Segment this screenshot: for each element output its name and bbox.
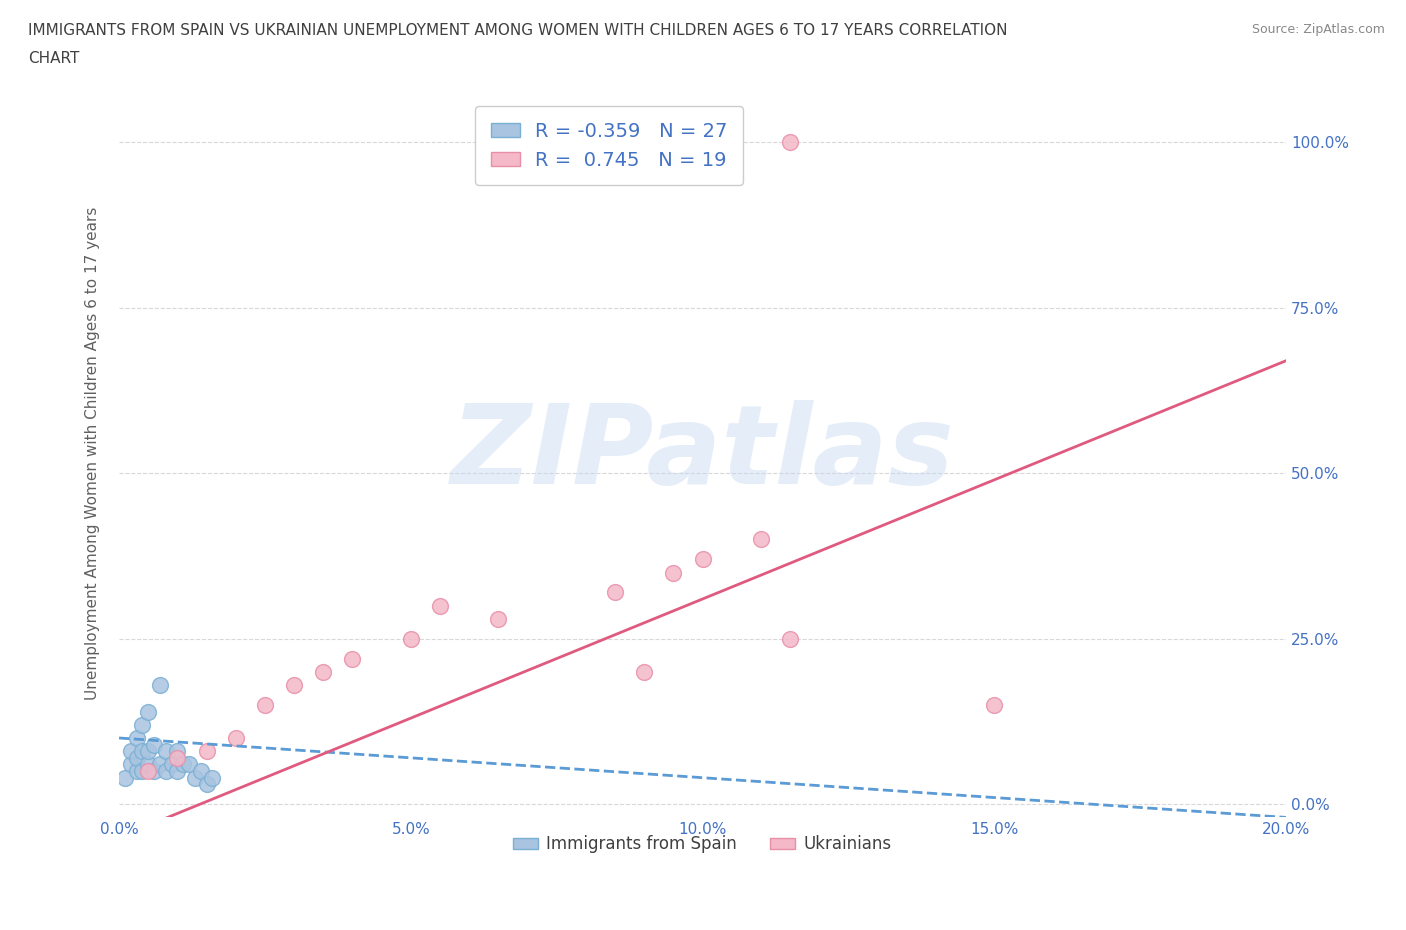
Legend: Immigrants from Spain, Ukrainians: Immigrants from Spain, Ukrainians — [506, 829, 898, 860]
Point — [399, 631, 422, 646]
Point — [155, 764, 177, 778]
Point — [662, 565, 685, 580]
Point — [486, 611, 509, 626]
Point — [149, 757, 172, 772]
Point — [225, 731, 247, 746]
Point — [136, 704, 159, 719]
Point — [136, 744, 159, 759]
Text: CHART: CHART — [28, 51, 80, 66]
Point — [429, 598, 451, 613]
Point — [184, 770, 207, 785]
Point — [342, 651, 364, 666]
Text: ZIPatlas: ZIPatlas — [451, 400, 955, 507]
Point — [155, 744, 177, 759]
Point — [149, 678, 172, 693]
Point — [195, 777, 218, 791]
Point — [692, 551, 714, 566]
Point — [983, 698, 1005, 712]
Point — [177, 757, 200, 772]
Point — [131, 764, 153, 778]
Point — [120, 757, 142, 772]
Text: IMMIGRANTS FROM SPAIN VS UKRAINIAN UNEMPLOYMENT AMONG WOMEN WITH CHILDREN AGES 6: IMMIGRANTS FROM SPAIN VS UKRAINIAN UNEMP… — [28, 23, 1008, 38]
Point — [283, 678, 305, 693]
Point — [779, 135, 801, 150]
Point — [120, 744, 142, 759]
Point — [136, 757, 159, 772]
Point — [779, 631, 801, 646]
Point — [749, 532, 772, 547]
Point — [160, 757, 183, 772]
Point — [131, 744, 153, 759]
Point — [195, 744, 218, 759]
Point — [253, 698, 276, 712]
Point — [143, 737, 166, 752]
Point — [125, 764, 148, 778]
Y-axis label: Unemployment Among Women with Children Ages 6 to 17 years: Unemployment Among Women with Children A… — [86, 206, 100, 700]
Point — [603, 585, 626, 600]
Point — [166, 744, 188, 759]
Point — [166, 764, 188, 778]
Point — [190, 764, 212, 778]
Point — [131, 717, 153, 732]
Point — [201, 770, 224, 785]
Point — [166, 751, 188, 765]
Point — [633, 664, 655, 679]
Point — [125, 731, 148, 746]
Point — [136, 764, 159, 778]
Point — [114, 770, 136, 785]
Point — [143, 764, 166, 778]
Point — [125, 751, 148, 765]
Text: Source: ZipAtlas.com: Source: ZipAtlas.com — [1251, 23, 1385, 36]
Point — [172, 757, 194, 772]
Point — [312, 664, 335, 679]
